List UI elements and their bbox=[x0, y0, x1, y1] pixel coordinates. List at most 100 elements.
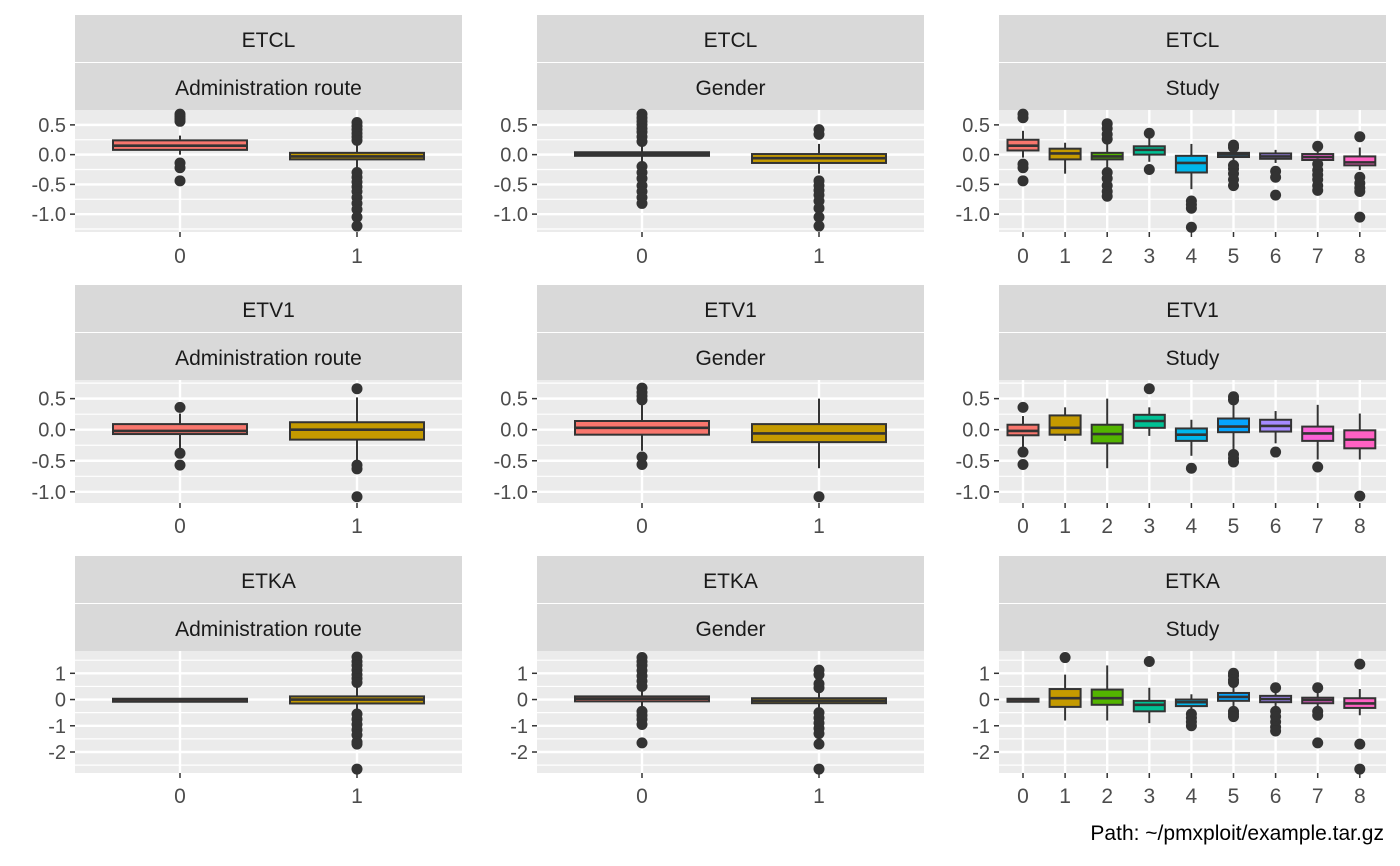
outlier-point bbox=[1354, 763, 1366, 775]
outlier-point bbox=[174, 115, 186, 127]
outlier-point bbox=[1185, 720, 1197, 732]
box-category bbox=[1048, 407, 1082, 441]
x-tick-label: 0 bbox=[636, 785, 648, 808]
y-tick-label: -1 bbox=[972, 716, 990, 738]
box-category bbox=[1259, 411, 1293, 458]
y-tick-label: -1 bbox=[48, 716, 66, 738]
y-tick-label: -2 bbox=[972, 742, 990, 764]
strip-bottom-bg bbox=[999, 63, 1386, 110]
outlier-point bbox=[351, 676, 363, 688]
outlier-point bbox=[1228, 394, 1239, 406]
outlier-point bbox=[1354, 186, 1366, 198]
outlier-point bbox=[351, 203, 363, 215]
x-tick-label: 1 bbox=[1059, 515, 1071, 538]
x-tick-label: 3 bbox=[1143, 245, 1155, 268]
outlier-point bbox=[1354, 738, 1366, 750]
outlier-point bbox=[813, 763, 825, 775]
box-category bbox=[289, 116, 425, 232]
x-tick-label: 6 bbox=[1270, 785, 1282, 808]
box-iqr bbox=[112, 423, 248, 436]
y-tick-label: -0.5 bbox=[956, 451, 990, 473]
strip-top-bg bbox=[999, 15, 1386, 62]
y-tick-label: 0.0 bbox=[38, 420, 66, 442]
outlier-point bbox=[351, 463, 363, 475]
box-category bbox=[751, 398, 887, 503]
box-category bbox=[574, 652, 710, 749]
strip-top-bg bbox=[537, 15, 924, 62]
outlier-point bbox=[813, 682, 825, 694]
y-tick-label: 0.0 bbox=[962, 145, 990, 167]
outlier-point bbox=[1312, 682, 1324, 694]
y-tick-label: 0 bbox=[55, 690, 66, 712]
outlier-point bbox=[1270, 446, 1282, 458]
x-tick-label: 0 bbox=[636, 515, 648, 538]
strip-top-bg bbox=[75, 556, 462, 603]
outlier-point bbox=[1228, 456, 1239, 468]
x-tick-label: 1 bbox=[813, 515, 825, 538]
box-category bbox=[574, 382, 710, 470]
outlier-point bbox=[1270, 189, 1282, 201]
box-category bbox=[112, 401, 248, 471]
x-tick-label: 7 bbox=[1312, 245, 1324, 268]
outlier-point bbox=[813, 211, 825, 223]
box-category bbox=[1132, 655, 1166, 724]
outlier-point bbox=[1185, 202, 1197, 214]
strip-top-bg bbox=[75, 15, 462, 62]
outlier-point bbox=[636, 394, 648, 406]
outlier-point bbox=[1312, 140, 1324, 152]
box-category bbox=[1217, 391, 1250, 468]
outlier-point bbox=[813, 738, 825, 750]
outlier-point bbox=[1354, 658, 1366, 670]
y-tick-label: -0.5 bbox=[494, 174, 528, 196]
box-category bbox=[574, 108, 710, 209]
box-category bbox=[1174, 419, 1208, 474]
y-tick-label: 0.0 bbox=[962, 420, 990, 442]
outlier-point bbox=[813, 128, 825, 140]
outlier-point bbox=[351, 491, 363, 503]
x-tick-label: 6 bbox=[1270, 245, 1282, 268]
box-category bbox=[1006, 108, 1040, 187]
box-iqr bbox=[1048, 414, 1082, 436]
outlier-point bbox=[1017, 175, 1029, 187]
outlier-point bbox=[1228, 141, 1239, 153]
y-tick-label: -0.5 bbox=[956, 174, 990, 196]
outlier-point bbox=[813, 669, 825, 681]
y-tick-label: 1 bbox=[55, 663, 66, 685]
y-tick-label: -1.0 bbox=[32, 482, 66, 504]
outlier-point bbox=[351, 220, 363, 232]
box-category bbox=[1048, 652, 1082, 721]
outlier-point bbox=[1143, 655, 1155, 667]
strip-top-bg bbox=[537, 285, 924, 332]
x-tick-label: 8 bbox=[1354, 515, 1366, 538]
box-category bbox=[1343, 413, 1377, 502]
outlier-point bbox=[1017, 162, 1029, 174]
x-tick-label: 1 bbox=[351, 785, 363, 808]
outlier-point bbox=[636, 136, 648, 148]
plot-panel-bg bbox=[537, 110, 924, 232]
outlier-point bbox=[636, 197, 648, 209]
outlier-point bbox=[1228, 676, 1239, 688]
y-tick-label: -2 bbox=[510, 742, 528, 764]
box-category bbox=[1174, 143, 1208, 233]
y-tick-label: 1 bbox=[979, 663, 990, 685]
x-tick-label: 2 bbox=[1101, 245, 1113, 268]
outlier-point bbox=[1185, 462, 1197, 474]
x-tick-label: 6 bbox=[1270, 515, 1282, 538]
x-tick-label: 8 bbox=[1354, 785, 1366, 808]
outlier-point bbox=[1185, 221, 1197, 233]
strip-top-label: ETCL bbox=[704, 29, 758, 52]
strip-top-bg bbox=[75, 285, 462, 332]
plot-panel-bg bbox=[537, 651, 924, 773]
outlier-point bbox=[1143, 164, 1155, 176]
strip-bottom-label: Study bbox=[1166, 347, 1220, 370]
facet-panel: ETV1 Study 0.5 0.0 -0.5 -1.0 0 1 2 3 4 5 6 7 8 bbox=[956, 285, 1386, 538]
facet-panel: ETKA Study 1 0 -1 -2 0 1 2 3 4 5 6 7 8 bbox=[972, 556, 1386, 808]
y-tick-label: 0 bbox=[979, 690, 990, 712]
y-tick-label: 0.0 bbox=[500, 145, 528, 167]
outlier-point bbox=[1312, 709, 1324, 721]
strip-top-label: ETKA bbox=[1165, 570, 1220, 593]
outlier-point bbox=[636, 680, 648, 692]
strip-bottom-label: Gender bbox=[695, 347, 765, 370]
outlier-point bbox=[1354, 211, 1366, 223]
